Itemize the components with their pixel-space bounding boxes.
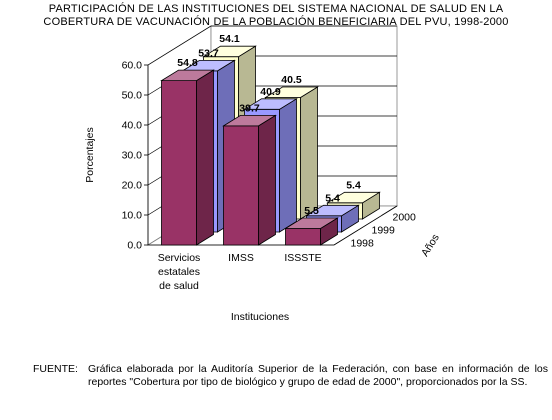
y-tick-label: 30.0 <box>122 150 143 162</box>
category-label: estatales <box>158 266 200 278</box>
bar-top <box>222 115 277 127</box>
bar-top <box>284 217 339 229</box>
bar-front <box>285 228 321 246</box>
y-tick-label: 0.0 <box>127 240 142 252</box>
data-label: 40.9 <box>260 86 281 98</box>
bar-top <box>160 69 215 81</box>
bar-side <box>196 69 214 246</box>
bar-1998-2 <box>284 217 339 246</box>
column-chart-3d: 0.0 10.0 20.0 30.0 40.0 50.0 60.0 54.1 40.5 5.4 53… <box>84 25 442 323</box>
category-label: de salud <box>159 280 199 292</box>
bar-1998-0 <box>160 69 215 246</box>
bar-front <box>223 125 259 246</box>
chart-title: PARTICIPACIÓN DE LAS INSTITUCIONES DEL S… <box>0 3 552 29</box>
source-label: FUENTE: <box>33 363 78 375</box>
bar-top <box>243 98 298 110</box>
depth-tick-label: 1998 <box>351 238 375 250</box>
bar-side <box>300 86 318 220</box>
data-label: 5.4 <box>346 179 361 191</box>
category-label: ISSSTE <box>284 252 321 264</box>
bar-front <box>161 80 197 246</box>
y-tick-label: 10.0 <box>122 210 143 222</box>
y-tick-label: 20.0 <box>122 180 143 192</box>
data-label: 54.1 <box>219 33 240 45</box>
y-tick-label: 50.0 <box>122 90 143 102</box>
source-text: Gráfica elaborada por la Auditoría Super… <box>88 363 548 388</box>
depth-axis-title: Años <box>419 232 442 259</box>
bar-1998-1 <box>222 114 277 246</box>
bar-side <box>279 98 297 233</box>
y-tick-label: 40.0 <box>122 120 143 132</box>
bar-side <box>258 114 276 246</box>
bar-top <box>305 204 360 217</box>
x-axis-title: Instituciones <box>231 311 289 323</box>
category-label: Servicios <box>158 252 201 264</box>
y-tick-label: 60.0 <box>122 60 143 72</box>
data-label: 53.7 <box>198 47 219 59</box>
data-label: 54.8 <box>177 57 198 69</box>
bar-top <box>264 86 319 98</box>
depth-axis-line <box>333 205 398 246</box>
bar-top <box>202 45 257 58</box>
chart-title-line-1: PARTICIPACIÓN DE LAS INSTITUCIONES DEL S… <box>48 3 504 15</box>
data-label: 39.7 <box>239 102 260 114</box>
data-label: 40.5 <box>281 74 302 86</box>
data-label: 5.4 <box>325 192 340 204</box>
category-label: IMSS <box>228 252 254 264</box>
depth-tick-label: 1999 <box>372 225 396 237</box>
y-axis-title: Porcentajes <box>84 127 96 182</box>
chart-title-line-2: COBERTURA DE VACUNACIÓN DE LA POBLACIÓN … <box>43 16 509 28</box>
gridline <box>147 25 397 66</box>
bar-top <box>326 191 381 204</box>
data-label: 5.5 <box>304 205 319 217</box>
depth-tick-label: 2000 <box>393 212 417 224</box>
